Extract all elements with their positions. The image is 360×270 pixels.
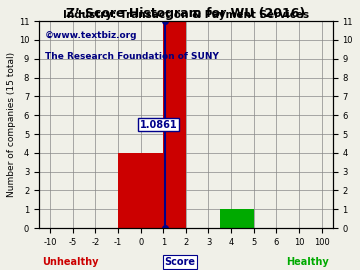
Text: Healthy: Healthy [287, 257, 329, 267]
Text: ©www.textbiz.org: ©www.textbiz.org [45, 32, 137, 40]
Text: Score: Score [165, 257, 195, 267]
Bar [220, 209, 254, 228]
Bar [118, 153, 163, 228]
Bar [163, 21, 186, 228]
Text: 1.0861: 1.0861 [140, 120, 177, 130]
Text: Industry: Transaction & Payment Services: Industry: Transaction & Payment Services [63, 10, 309, 20]
Text: The Research Foundation of SUNY: The Research Foundation of SUNY [45, 52, 219, 61]
Y-axis label: Number of companies (15 total): Number of companies (15 total) [7, 52, 16, 197]
Text: Unhealthy: Unhealthy [42, 257, 99, 267]
Title: Z’-Score Histogram for WU (2016): Z’-Score Histogram for WU (2016) [66, 7, 306, 20]
